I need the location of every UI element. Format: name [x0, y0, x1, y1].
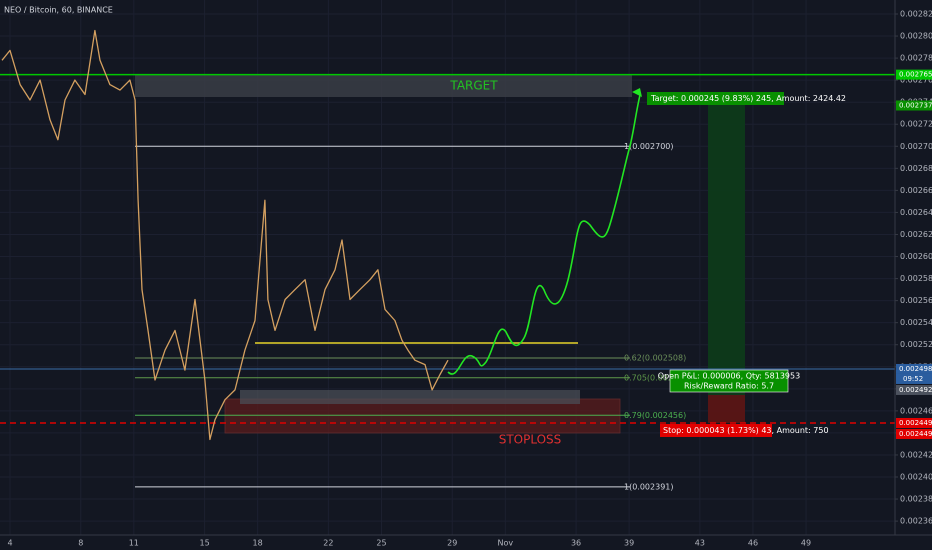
price-label-box — [896, 428, 932, 439]
position-loss — [708, 395, 745, 423]
target-label: TARGET — [449, 79, 498, 93]
x-tick-label: 46 — [748, 539, 758, 548]
projection-arrow — [632, 88, 642, 97]
price-line — [1, 29, 449, 441]
axes: 0.0028200.0028000.0027800.0027600.002740… — [7, 10, 932, 548]
fib-level-label: 1(0.002391) — [624, 482, 674, 491]
x-tick-label: 18 — [253, 539, 263, 548]
x-tick-label: 11 — [129, 539, 139, 548]
price-label: 0.002737 — [899, 102, 932, 110]
x-tick-label: 15 — [199, 539, 209, 548]
stop-zone — [224, 398, 621, 434]
plot — [1, 29, 449, 441]
fib-level-label: 0.79(0.002456) — [624, 411, 686, 420]
target-info-box — [647, 92, 784, 105]
fib-level-label: 0.705(0.00249 — [624, 373, 683, 382]
price-label-box — [896, 100, 932, 111]
price-label: 0.002449 — [899, 419, 932, 427]
price-label: 0.002449 — [899, 430, 932, 438]
price-label-box — [896, 69, 932, 80]
levels: 1(0.002700) 0.62(0.002508) 0.705(0.00249 0.… — [0, 73, 895, 491]
price-label-box — [896, 384, 932, 395]
x-tick-label: 4 — [7, 539, 12, 548]
price-label: 0.002498 — [899, 365, 932, 373]
chart-title: NEO / Bitcoin, 60, BINANCE — [4, 6, 113, 15]
x-tick-label: 36 — [571, 539, 581, 548]
price-label-box — [896, 417, 932, 428]
risk-reward: Risk/Reward Ratio: 5.7 — [684, 382, 774, 391]
countdown: 09:52 — [903, 375, 923, 383]
x-tick-label: 25 — [376, 539, 386, 548]
entry-zone — [240, 390, 580, 404]
fib-level-label: 0.62(0.002508) — [624, 353, 686, 362]
y-tick-label: 0.002360 — [900, 517, 932, 526]
x-tick-label: 29 — [447, 539, 457, 548]
x-tick-label: 43 — [695, 539, 705, 548]
pnl-info: Open P&L: 0.000006, Qty: 5813953 — [658, 372, 800, 381]
x-tick-label: 49 — [801, 539, 811, 548]
target-zone — [135, 75, 632, 97]
stop-info: Stop: 0.000043 (1.73%) 43, Amount: 750 — [663, 426, 829, 435]
price-label: 0.002492 — [899, 386, 932, 394]
price-axis — [895, 0, 932, 535]
price-label-box — [896, 363, 932, 374]
x-tick-label: 8 — [78, 539, 83, 548]
x-tick-label: 39 — [624, 539, 634, 548]
projection-curve — [447, 94, 641, 375]
stoploss-label: STOPLOSS — [499, 433, 562, 447]
price-label: 0.002765 — [899, 71, 932, 79]
countdown-box — [896, 373, 932, 384]
x-tick-label: Nov — [497, 539, 513, 548]
target-info: Target: 0.000245 (9.83%) 245, Amount: 24… — [650, 94, 846, 103]
position-profit — [708, 97, 745, 395]
stop-info-box — [660, 424, 772, 437]
fib-level-label: 1(0.002700) — [624, 142, 674, 151]
pnl-box — [669, 369, 789, 393]
y-tick-label: 0.002700 — [900, 142, 932, 151]
x-tick-label: 22 — [323, 539, 333, 548]
